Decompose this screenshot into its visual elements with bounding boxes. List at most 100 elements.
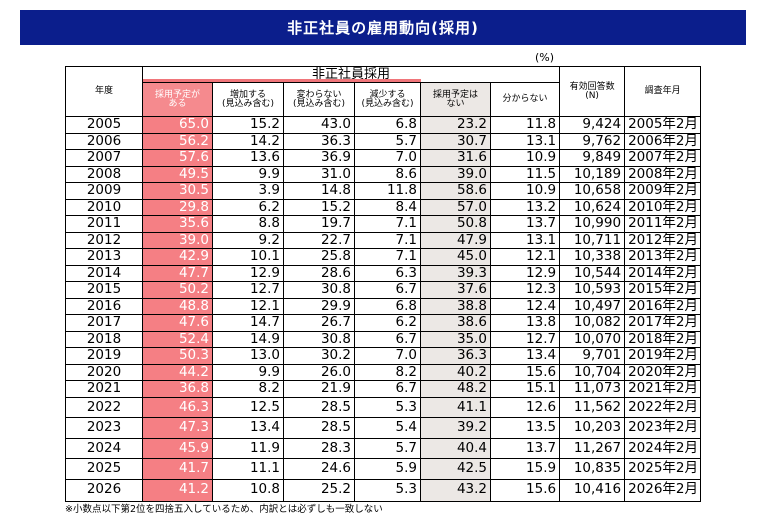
table-row: 2023 47.3 13.4 28.5 5.4 39.2 13.5 10,203 2023年2月 xyxy=(65,417,702,439)
table-cell: 13.8 xyxy=(489,314,561,332)
table-cell: 10,082 xyxy=(559,314,626,332)
table-cell: 39.3 xyxy=(420,264,491,282)
table-cell: 2019 xyxy=(65,347,143,365)
data-table: 年度 非正社員採用 有効回答数 (N) 調査年月 採用予定が ある 増加する (見込み含む… xyxy=(65,66,702,502)
table-cell: 43.0 xyxy=(283,116,355,134)
header-cell: 採用予定は ない xyxy=(420,82,491,117)
unit: (%) xyxy=(535,51,555,64)
table-cell: 10.8 xyxy=(212,478,284,502)
table-cell: 7.1 xyxy=(354,231,421,249)
table-cell: 15.1 xyxy=(489,380,561,398)
table-cell: 2020年2月 xyxy=(624,363,702,381)
table-cell: 26.7 xyxy=(283,314,355,332)
table-cell: 57.0 xyxy=(420,198,491,216)
table-cell: 12.4 xyxy=(489,297,561,315)
header-cell: 有効回答数 (N) xyxy=(559,66,626,117)
table-cell: 30.8 xyxy=(283,281,355,299)
table-cell: 2016年2月 xyxy=(624,297,702,315)
table-cell: 10,416 xyxy=(559,478,626,502)
table-row: 2007 57.6 13.6 36.9 7.0 31.6 10.9 9,849 2007年2月 xyxy=(65,149,702,167)
table-cell: 6.7 xyxy=(354,281,421,299)
table-cell: 2024年2月 xyxy=(624,437,702,459)
table-cell: 8.2 xyxy=(354,363,421,381)
table-row: 2010 29.8 6.2 15.2 8.4 57.0 13.2 10,624 2010年2月 xyxy=(65,198,702,216)
table-cell: 2007年2月 xyxy=(624,149,702,167)
table-row: 2025 41.7 11.1 24.6 5.9 42.5 15.9 10,835 2025年2月 xyxy=(65,458,702,480)
table-cell: 2014 xyxy=(65,264,143,282)
table-cell: 19.7 xyxy=(283,215,355,233)
table-cell: 2011 xyxy=(65,215,143,233)
table-cell: 9.2 xyxy=(212,231,284,249)
table-cell: 23.2 xyxy=(420,116,491,134)
table-cell: 7.1 xyxy=(354,248,421,266)
table-cell: 10,070 xyxy=(559,330,626,348)
table-cell: 11,073 xyxy=(559,380,626,398)
table-cell: 13.1 xyxy=(489,132,561,150)
table-cell: 26.0 xyxy=(283,363,355,381)
table-cell: 5.4 xyxy=(354,417,421,439)
table-cell: 5.3 xyxy=(354,478,421,502)
table-row: 2009 30.5 3.9 14.8 11.8 58.6 10.9 10,658 2009年2月 xyxy=(65,182,702,200)
table-cell: 12.1 xyxy=(489,248,561,266)
table-cell: 9,762 xyxy=(559,132,626,150)
table-cell: 39.0 xyxy=(142,231,213,249)
table-cell: 15.6 xyxy=(489,478,561,502)
table-cell: 6.8 xyxy=(354,297,421,315)
table-cell: 10.1 xyxy=(212,248,284,266)
table-cell: 47.9 xyxy=(420,231,491,249)
table-cell: 65.0 xyxy=(142,116,213,134)
table-cell: 9,849 xyxy=(559,149,626,167)
table-cell: 8.4 xyxy=(354,198,421,216)
table-cell: 39.0 xyxy=(420,165,491,183)
table-cell: 6.3 xyxy=(354,264,421,282)
table-cell: 12.5 xyxy=(212,396,284,418)
table-cell: 41.1 xyxy=(420,396,491,418)
table-cell: 6.7 xyxy=(354,330,421,348)
header-cell: 減少する (見込み含む) xyxy=(354,82,421,117)
header-row: 採用予定が ある 増加する (見込み含む) 変わらない (見込み含む) 減少する (見… xyxy=(66,82,701,117)
table-cell: 14.8 xyxy=(283,182,355,200)
table-row: 2006 56.2 14.2 36.3 5.7 30.7 13.1 9,762 2006年2月 xyxy=(65,132,702,150)
table-cell: 11.9 xyxy=(212,437,284,459)
table-row: 2020 44.2 9.9 26.0 8.2 40.2 15.6 10,704 2020年2月 xyxy=(65,363,702,381)
table-cell: 15.2 xyxy=(212,116,284,134)
table-cell: 12.1 xyxy=(212,297,284,315)
table-row: 2012 39.0 9.2 22.7 7.1 47.9 13.1 10,711 2012年2月 xyxy=(65,231,702,249)
table-cell: 2020 xyxy=(65,363,143,381)
table-cell: 2023年2月 xyxy=(624,417,702,439)
table-cell: 2015 xyxy=(65,281,143,299)
header-row: 年度 非正社員採用 有効回答数 (N) 調査年月 xyxy=(65,66,702,117)
table-cell: 35.6 xyxy=(142,215,213,233)
table-row: 2008 49.5 9.9 31.0 8.6 39.0 11.5 10,189 2008年2月 xyxy=(65,165,702,183)
table-cell: 47.7 xyxy=(142,264,213,282)
table-cell: 10,704 xyxy=(559,363,626,381)
table-cell: 14.2 xyxy=(212,132,284,150)
table-cell: 24.6 xyxy=(283,458,355,480)
table-cell: 13.1 xyxy=(489,231,561,249)
header-cell: 調査年月 xyxy=(624,66,702,117)
table-cell: 14.9 xyxy=(212,330,284,348)
table-cell: 6.2 xyxy=(354,314,421,332)
table-cell: 2010年2月 xyxy=(624,198,702,216)
table-cell: 12.7 xyxy=(212,281,284,299)
table-cell: 2013 xyxy=(65,248,143,266)
table-cell: 5.9 xyxy=(354,458,421,480)
table-cell: 48.2 xyxy=(420,380,491,398)
table-cell: 56.2 xyxy=(142,132,213,150)
table-cell: 13.4 xyxy=(489,347,561,365)
table-cell: 10,497 xyxy=(559,297,626,315)
table-cell: 35.0 xyxy=(420,330,491,348)
table-cell: 25.8 xyxy=(283,248,355,266)
table-cell: 7.0 xyxy=(354,149,421,167)
table-cell: 49.5 xyxy=(142,165,213,183)
table-row: 2018 52.4 14.9 30.8 6.7 35.0 12.7 10,070 2018年2月 xyxy=(65,330,702,348)
table-cell: 14.7 xyxy=(212,314,284,332)
table-cell: 9,424 xyxy=(559,116,626,134)
table-cell: 11.1 xyxy=(212,458,284,480)
table-cell: 2017年2月 xyxy=(624,314,702,332)
table-cell: 44.2 xyxy=(142,363,213,381)
table-cell: 31.6 xyxy=(420,149,491,167)
table-cell: 2005 xyxy=(65,116,143,134)
table-row: 2026 41.2 10.8 25.2 5.3 43.2 15.6 10,416 2026年2月 xyxy=(65,478,702,502)
table-cell: 2008年2月 xyxy=(624,165,702,183)
